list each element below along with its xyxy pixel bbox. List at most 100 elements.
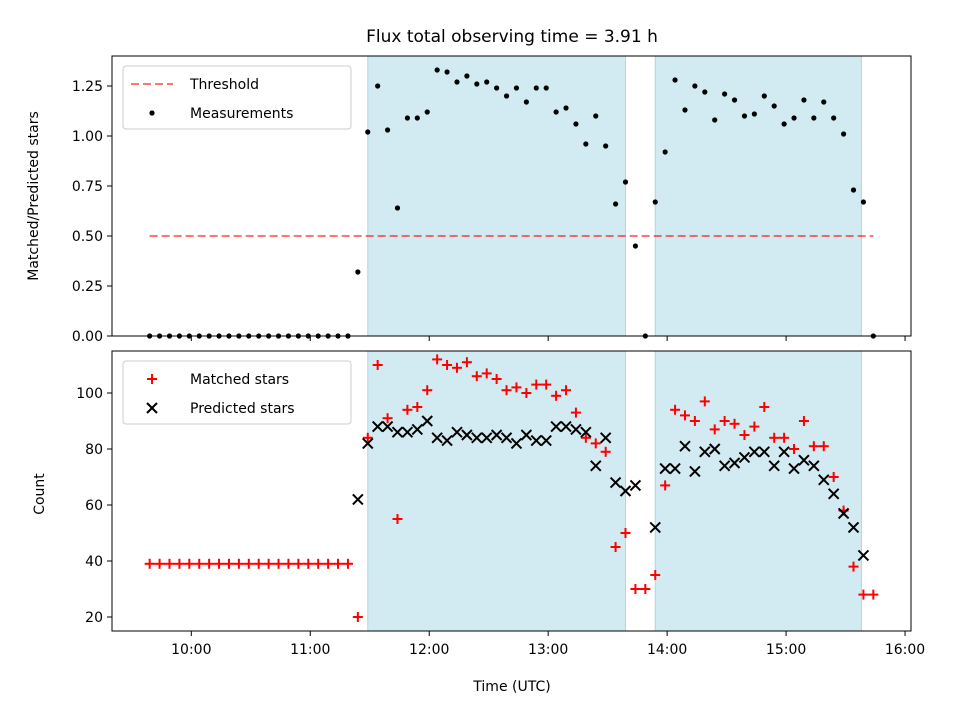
predicted-point <box>699 446 711 458</box>
y-tick-label-2: 60 <box>85 498 103 514</box>
matched-point <box>769 432 780 443</box>
predicted-point <box>808 460 820 472</box>
measurement-point <box>583 141 589 147</box>
predicted-point <box>619 485 632 497</box>
measurement-point <box>761 93 767 99</box>
y-tick-label-5: 1.25 <box>72 79 103 95</box>
measurement-point <box>722 91 728 97</box>
predicted-point <box>471 432 483 444</box>
matched-point <box>848 561 859 572</box>
predicted-point <box>788 462 800 475</box>
matched-point <box>144 558 155 569</box>
matched-point <box>699 396 710 407</box>
matched-point <box>719 416 730 426</box>
measurement-point <box>394 205 401 211</box>
predicted-point-b <box>481 432 493 444</box>
matched-point <box>521 388 532 398</box>
predicted-point <box>520 429 533 441</box>
predicted-point-b <box>768 460 780 472</box>
legend-label-1: Threshold <box>189 77 259 93</box>
y-tick-label-4: 100 <box>76 386 103 402</box>
measurement-point <box>434 67 440 73</box>
predicted-point-b <box>758 446 770 458</box>
measurement-point <box>603 143 609 149</box>
matched-point <box>412 402 423 412</box>
predicted-point <box>798 454 810 466</box>
predicted-point-b <box>520 429 533 441</box>
predicted-point-b <box>401 426 414 438</box>
matched-point <box>243 558 254 569</box>
measurement-point <box>771 103 777 109</box>
matched-point <box>382 413 393 424</box>
predicted-point <box>649 521 661 534</box>
matched-point <box>551 390 562 401</box>
predicted-point <box>560 420 572 433</box>
legend-measurements-swatch <box>149 110 155 116</box>
x-axis-label: Time (UTC) <box>472 679 550 695</box>
matched-point <box>471 371 482 382</box>
predicted-point <box>570 423 582 436</box>
predicted-point-b <box>669 462 681 475</box>
measurement-point <box>424 109 430 115</box>
matched-point <box>323 558 334 569</box>
predicted-point <box>659 462 671 475</box>
predicted-point-b <box>748 446 761 458</box>
matched-point <box>779 432 790 443</box>
y-tick-label-1: 0.25 <box>72 279 103 295</box>
y-tick-label-0: 20 <box>85 610 103 626</box>
matched-point <box>620 528 631 538</box>
matched-point <box>481 368 492 379</box>
matched-point <box>154 558 165 569</box>
matched-point <box>333 558 344 569</box>
x-tick-label-5: 15:00 <box>766 642 806 658</box>
matched-point <box>263 558 274 569</box>
predicted-point <box>461 429 473 441</box>
x-tick-label-1: 11:00 <box>290 642 330 658</box>
matched-point <box>739 430 750 440</box>
legend-label-2: Predicted stars <box>190 401 295 417</box>
predicted-point-b <box>837 507 850 520</box>
predicted-point <box>500 432 513 444</box>
matched-point <box>709 424 720 435</box>
measurement-point <box>850 187 857 193</box>
measurement-point <box>731 97 738 103</box>
predicted-point <box>550 420 562 433</box>
predicted-point-b <box>560 420 572 433</box>
measurement-point <box>384 127 391 133</box>
matched-point <box>204 558 215 569</box>
legend-predicted-swatch <box>146 402 158 414</box>
x-tick-label-4: 14:00 <box>647 642 687 658</box>
bottom-axis-ticks: 20 40 60 80 100 10:00 11:00 12:00 13:00 14:00 15:0… <box>76 386 925 658</box>
matched-point <box>511 382 522 393</box>
matched-point <box>372 360 383 370</box>
matched-point <box>451 362 462 373</box>
matched-point <box>164 558 175 569</box>
predicted-point <box>857 549 870 562</box>
legend-box <box>122 360 352 425</box>
predicted-point-b <box>728 457 741 469</box>
matched-point <box>184 558 195 569</box>
top-observing-windows <box>367 55 862 337</box>
predicted-point <box>778 446 790 458</box>
predicted-point-b <box>540 434 552 447</box>
predicted-point-b <box>619 485 632 497</box>
matched-point <box>501 385 512 396</box>
predicted-point <box>847 521 860 534</box>
predicted-point-b <box>699 446 711 458</box>
matched-point <box>313 558 324 569</box>
predicted-point-b <box>391 426 404 438</box>
predicted-point-b <box>530 434 542 447</box>
measurement-point <box>692 83 698 89</box>
matched-point <box>541 379 552 390</box>
predicted-point <box>411 423 424 436</box>
predicted-point-b <box>550 420 562 433</box>
predicted-point <box>768 460 780 472</box>
matched-point <box>610 542 621 552</box>
predicted-point-b <box>679 440 691 452</box>
predicted-point <box>629 479 642 492</box>
predicted-point <box>689 465 701 478</box>
predicted-point <box>421 415 433 427</box>
measurement-point <box>553 109 559 115</box>
predicted-point <box>401 426 414 438</box>
predicted-point <box>599 432 612 444</box>
